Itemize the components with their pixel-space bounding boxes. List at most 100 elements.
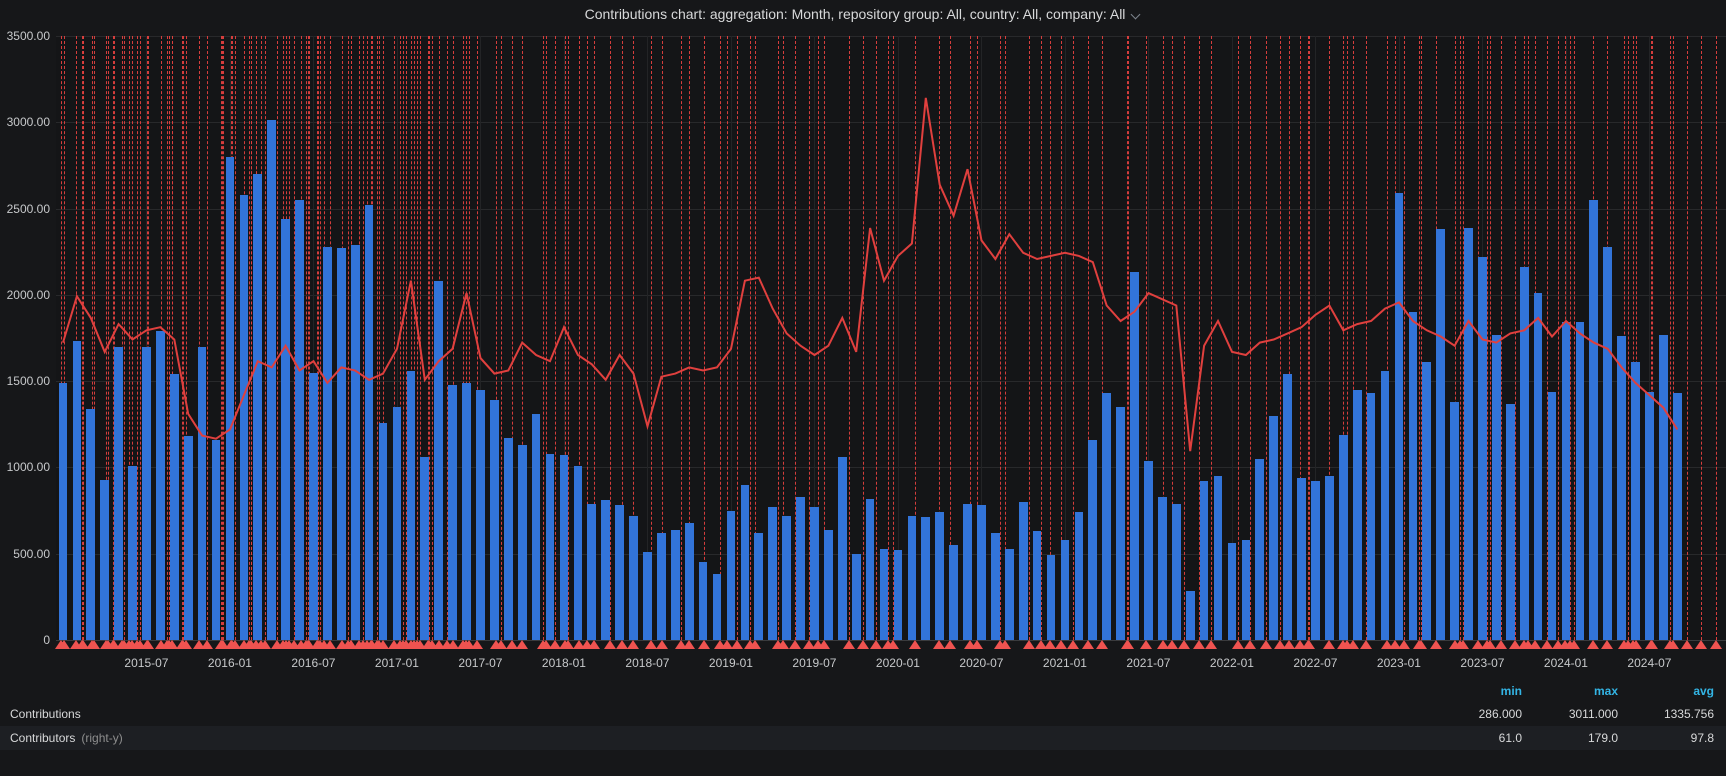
annotation-marker-icon[interactable] xyxy=(548,640,561,649)
annotation-marker-icon[interactable] xyxy=(259,640,272,649)
annotation-marker-icon[interactable] xyxy=(1430,640,1443,649)
annotation-marker-icon[interactable] xyxy=(371,640,384,649)
annotation-marker-icon[interactable] xyxy=(1517,640,1530,649)
annotation-marker-icon[interactable] xyxy=(1231,640,1244,649)
annotation-marker-icon[interactable] xyxy=(399,640,412,649)
annotation-marker-icon[interactable] xyxy=(245,640,258,649)
legend-header-max[interactable]: max xyxy=(1593,684,1618,698)
annotation-marker-icon[interactable] xyxy=(57,640,70,649)
annotation-marker-icon[interactable] xyxy=(494,640,507,649)
annotation-marker-icon[interactable] xyxy=(295,640,308,649)
annotation-marker-icon[interactable] xyxy=(69,640,82,649)
legend-header-min[interactable]: min xyxy=(1500,684,1522,698)
annotation-marker-icon[interactable] xyxy=(697,640,710,649)
annotation-marker-icon[interactable] xyxy=(1457,640,1470,649)
annotation-marker-icon[interactable] xyxy=(1192,640,1205,649)
annotation-marker-icon[interactable] xyxy=(1667,640,1680,649)
annotation-marker-icon[interactable] xyxy=(1294,640,1307,649)
annotation-marker-icon[interactable] xyxy=(302,640,315,649)
annotation-marker-icon[interactable] xyxy=(587,640,600,649)
annotation-marker-icon[interactable] xyxy=(869,640,882,649)
annotation-marker-icon[interactable] xyxy=(842,640,855,649)
annotation-marker-icon[interactable] xyxy=(656,640,669,649)
annotation-marker-icon[interactable] xyxy=(944,640,957,649)
annotation-marker-icon[interactable] xyxy=(1568,640,1581,649)
annotation-marker-icon[interactable] xyxy=(1096,640,1109,649)
legend[interactable]: min max avg Contributions 286.000 3011.0… xyxy=(0,680,1726,776)
annotation-marker-icon[interactable] xyxy=(1389,640,1402,649)
annotation-marker-icon[interactable] xyxy=(176,640,189,649)
annotation-marker-icon[interactable] xyxy=(1166,640,1179,649)
annotation-marker-icon[interactable] xyxy=(1494,640,1507,649)
annotation-marker-icon[interactable] xyxy=(1483,640,1496,649)
annotation-marker-icon[interactable] xyxy=(1645,640,1658,649)
annotation-marker-icon[interactable] xyxy=(87,640,100,649)
annotation-marker-icon[interactable] xyxy=(1178,640,1191,649)
annotation-marker-icon[interactable] xyxy=(122,640,135,649)
annotation-marker-icon[interactable] xyxy=(1471,640,1484,649)
annotation-marker-icon[interactable] xyxy=(1022,640,1035,649)
annotation-marker-icon[interactable] xyxy=(603,640,616,649)
annotation-marker-icon[interactable] xyxy=(388,640,401,649)
annotation-marker-icon[interactable] xyxy=(224,640,237,649)
annotation-marker-icon[interactable] xyxy=(856,640,869,649)
annotation-marker-icon[interactable] xyxy=(1529,640,1542,649)
annotation-marker-icon[interactable] xyxy=(217,640,230,649)
annotation-marker-icon[interactable] xyxy=(562,640,575,649)
annotation-marker-icon[interactable] xyxy=(471,640,484,649)
annotation-marker-icon[interactable] xyxy=(426,640,439,649)
annotation-marker-icon[interactable] xyxy=(1380,640,1393,649)
annotation-marker-icon[interactable] xyxy=(324,640,337,649)
annotation-marker-icon[interactable] xyxy=(336,640,349,649)
annotation-marker-icon[interactable] xyxy=(1156,640,1169,649)
legend-series-name-contributions[interactable]: Contributions xyxy=(10,707,81,721)
annotation-marker-icon[interactable] xyxy=(1360,640,1373,649)
legend-row-contributors[interactable]: Contributors (right-y) 61.0 179.0 97.8 xyxy=(0,726,1726,750)
annotation-marker-icon[interactable] xyxy=(626,640,639,649)
annotation-marker-icon[interactable] xyxy=(1082,640,1095,649)
annotation-marker-icon[interactable] xyxy=(1067,640,1080,649)
annotation-marker-icon[interactable] xyxy=(162,640,175,649)
annotation-marker-icon[interactable] xyxy=(288,640,301,649)
plot-canvas[interactable] xyxy=(56,36,1726,640)
annotation-marker-icon[interactable] xyxy=(1586,640,1599,649)
annotation-marker-icon[interactable] xyxy=(1347,640,1360,649)
annotation-marker-icon[interactable] xyxy=(803,640,816,649)
annotation-marker-icon[interactable] xyxy=(573,640,586,649)
annotation-marker-icon[interactable] xyxy=(730,640,743,649)
annotation-marker-icon[interactable] xyxy=(345,640,357,649)
annotation-marker-icon[interactable] xyxy=(1122,640,1135,649)
annotation-marker-icon[interactable] xyxy=(1340,640,1353,649)
annotation-marker-icon[interactable] xyxy=(1551,640,1564,649)
annotation-marker-icon[interactable] xyxy=(777,640,790,649)
annotation-marker-icon[interactable] xyxy=(1243,640,1256,649)
annotation-marker-icon[interactable] xyxy=(788,640,801,649)
annotation-marker-icon[interactable] xyxy=(999,640,1012,649)
annotation-marker-icon[interactable] xyxy=(1205,640,1218,649)
annotation-marker-icon[interactable] xyxy=(615,640,628,649)
annotation-marker-icon[interactable] xyxy=(505,640,518,649)
annotation-marker-icon[interactable] xyxy=(581,640,594,649)
annotation-marker-icon[interactable] xyxy=(193,640,206,649)
annotation-marker-icon[interactable] xyxy=(1397,640,1410,649)
annotation-marker-icon[interactable] xyxy=(1055,640,1068,649)
annotation-marker-icon[interactable] xyxy=(1629,640,1642,649)
chevron-down-icon[interactable] xyxy=(1131,9,1141,19)
annotation-marker-icon[interactable] xyxy=(1709,640,1722,649)
annotation-marker-icon[interactable] xyxy=(1540,640,1553,649)
annotation-marker-icon[interactable] xyxy=(364,640,377,649)
annotation-marker-icon[interactable] xyxy=(749,640,762,649)
annotation-marker-icon[interactable] xyxy=(675,640,688,649)
annotation-marker-icon[interactable] xyxy=(887,640,900,649)
annotation-marker-icon[interactable] xyxy=(276,640,289,649)
annotation-marker-icon[interactable] xyxy=(1509,640,1522,649)
annotation-marker-icon[interactable] xyxy=(447,640,460,649)
annotation-marker-icon[interactable] xyxy=(1617,640,1630,649)
graph-area[interactable]: 0 500.00 1000.00 1500.00 2000.00 2500.00 3000.… xyxy=(0,28,1726,680)
legend-series-name-contributors[interactable]: Contributors xyxy=(10,731,76,745)
annotation-marker-icon[interactable] xyxy=(908,640,921,649)
annotation-marker-icon[interactable] xyxy=(811,640,824,649)
annotation-marker-icon[interactable] xyxy=(932,640,945,649)
annotation-marker-icon[interactable] xyxy=(201,640,214,649)
annotation-marker-icon[interactable] xyxy=(1274,640,1287,649)
